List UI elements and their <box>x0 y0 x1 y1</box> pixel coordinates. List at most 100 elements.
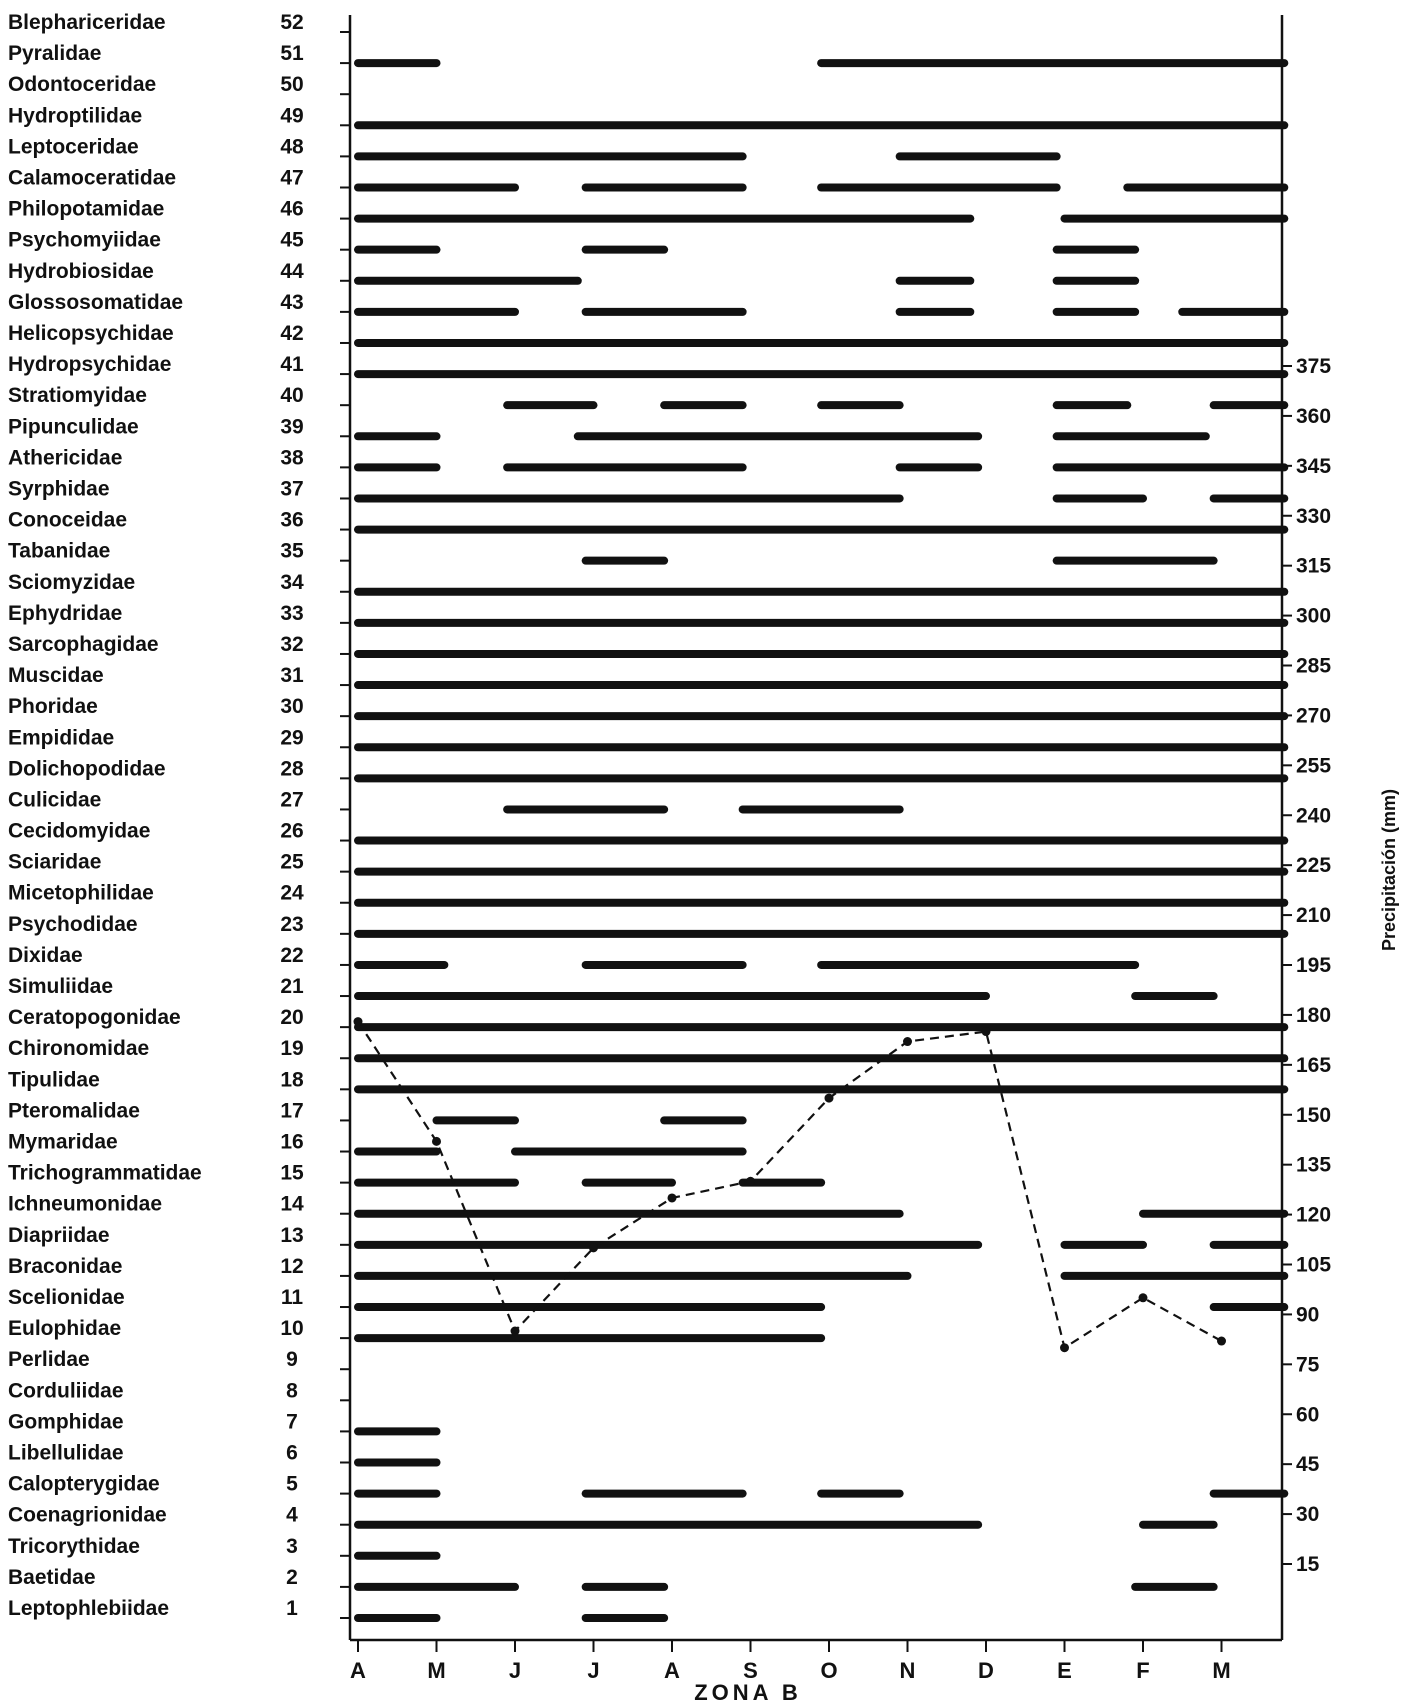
family-number: 22 <box>280 944 303 967</box>
family-number: 17 <box>280 1099 303 1122</box>
family-number: 29 <box>280 726 303 749</box>
family-number: 12 <box>280 1255 303 1278</box>
month-label: J <box>509 1658 521 1683</box>
family-label: Psychodidae <box>8 913 138 936</box>
family-number: 24 <box>280 882 304 905</box>
family-number: 1 <box>286 1597 298 1620</box>
family-number: 8 <box>286 1379 298 1402</box>
family-number: 34 <box>280 571 304 594</box>
family-number: 14 <box>280 1193 304 1216</box>
family-number: 49 <box>280 104 303 127</box>
right-tick-label: 120 <box>1296 1204 1331 1227</box>
family-label: Athericidae <box>8 446 122 469</box>
precipitation-point <box>1217 1336 1226 1346</box>
precipitation-line <box>353 1017 1226 1353</box>
family-label: Coenagrionidae <box>8 1504 167 1527</box>
family-number: 51 <box>280 42 304 65</box>
family-number: 35 <box>280 540 304 563</box>
precipitation-point <box>903 1037 912 1047</box>
family-number: 33 <box>280 602 303 625</box>
family-label: Ichneumonidae <box>8 1193 162 1216</box>
family-number: 32 <box>280 633 303 656</box>
family-label: Hydropsychidae <box>8 353 171 376</box>
right-tick-label: 360 <box>1296 405 1331 428</box>
right-tick-label: 60 <box>1296 1403 1319 1426</box>
family-number: 38 <box>280 446 304 469</box>
family-number: 10 <box>280 1317 303 1340</box>
family-number: 31 <box>280 664 304 687</box>
family-label: Cecidomyidae <box>8 820 150 843</box>
occurrence-bars <box>354 59 1289 1622</box>
month-label: O <box>820 1658 837 1683</box>
family-number: 42 <box>280 322 303 345</box>
right-axis-ticks: 15 30 45 60 75 90 105 120 135 150 165 180 195 210 225 2… <box>1282 355 1331 1576</box>
right-tick-label: 180 <box>1296 1004 1331 1027</box>
family-label: Tricorythidae <box>8 1535 140 1558</box>
right-tick-label: 285 <box>1296 655 1331 678</box>
precipitation-series <box>357 1020 1223 1350</box>
right-tick-label: 105 <box>1296 1254 1331 1277</box>
right-tick-label: 135 <box>1296 1154 1331 1177</box>
family-number: 46 <box>280 198 303 221</box>
right-axis-label: Precipitación (mm) <box>1379 789 1399 951</box>
month-label: A <box>664 1658 680 1683</box>
precipitation-point <box>589 1243 598 1253</box>
family-label: Micetophilidae <box>8 882 154 905</box>
family-label: Tabanidae <box>8 540 110 563</box>
family-label: Pipunculidae <box>8 415 139 438</box>
right-tick-label: 255 <box>1296 754 1331 777</box>
family-label: Glossosomatidae <box>8 291 183 314</box>
family-label: Syrphidae <box>8 477 110 500</box>
family-number: 2 <box>286 1566 298 1589</box>
family-label: Diapriidae <box>8 1224 110 1247</box>
family-label: Sarcophagidae <box>8 633 159 656</box>
family-number: 3 <box>286 1535 298 1558</box>
family-number: 50 <box>280 73 303 96</box>
family-label: Leptophlebiidae <box>8 1597 169 1620</box>
family-number: 36 <box>280 509 303 532</box>
right-tick-label: 330 <box>1296 505 1331 528</box>
right-tick-label: 345 <box>1296 455 1331 478</box>
family-label: Hydrobiosidae <box>8 260 154 283</box>
family-number: 18 <box>280 1068 304 1091</box>
right-tick-label: 375 <box>1296 355 1331 378</box>
family-label: Conoceidae <box>8 509 127 532</box>
right-tick-label: 225 <box>1296 854 1331 877</box>
family-label: Stratiomyidae <box>8 384 147 407</box>
family-number: 6 <box>286 1442 298 1465</box>
family-label: Baetidae <box>8 1566 96 1589</box>
month-label: D <box>978 1658 994 1683</box>
family-number: 11 <box>281 1286 304 1309</box>
precipitation-point <box>510 1326 520 1336</box>
precipitation-point <box>981 1027 991 1037</box>
family-number: 5 <box>286 1473 298 1496</box>
family-number: 39 <box>280 415 303 438</box>
family-label: Mymaridae <box>8 1131 118 1154</box>
family-label: Odontoceridae <box>8 73 156 96</box>
family-number: 48 <box>280 135 304 158</box>
month-label: A <box>350 1658 366 1683</box>
family-label: Ceratopogonidae <box>8 1006 181 1029</box>
precipitation-point <box>1060 1343 1069 1353</box>
right-tick-label: 300 <box>1296 605 1331 628</box>
right-tick-label: 240 <box>1296 804 1331 827</box>
family-label: Ephydridae <box>8 602 122 625</box>
family-label: Dixidae <box>8 944 83 967</box>
family-label: Trichogrammatidae <box>8 1162 202 1185</box>
family-label: Empididae <box>8 726 114 749</box>
right-tick-label: 30 <box>1296 1503 1319 1526</box>
family-label: Calamoceratidae <box>8 166 176 189</box>
family-label: Braconidae <box>8 1255 122 1278</box>
family-label: Hydroptilidae <box>8 104 142 127</box>
family-number: 25 <box>280 851 304 874</box>
family-number: 9 <box>286 1348 298 1371</box>
family-label: Libellulidae <box>8 1442 124 1465</box>
family-label: Calopterygidae <box>8 1473 160 1496</box>
month-label: N <box>900 1658 916 1683</box>
family-number: 15 <box>280 1162 304 1185</box>
right-tick-label: 270 <box>1296 704 1331 727</box>
right-tick-label: 210 <box>1296 904 1331 927</box>
family-number: 19 <box>280 1037 303 1060</box>
precipitation-point <box>1138 1293 1148 1303</box>
